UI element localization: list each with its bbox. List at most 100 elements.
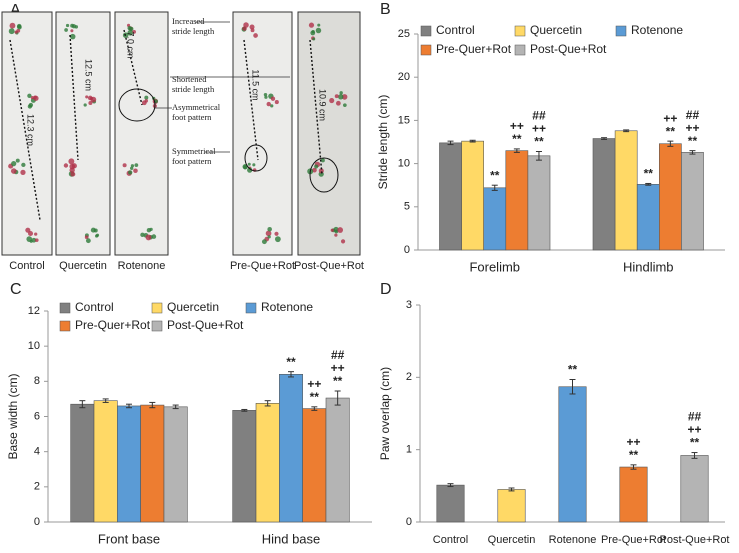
photo-label: Post-Que+Rot (294, 260, 364, 272)
x-tick-label: Control (433, 534, 468, 546)
y-axis-title: Paw overlap (cm) (378, 367, 392, 460)
footprint (85, 95, 89, 99)
highlight (309, 157, 339, 193)
x-tick-label: Pre-Que+Rot (601, 534, 666, 546)
y-tick-label: 1 (406, 444, 412, 456)
footprint (134, 163, 139, 168)
bar (505, 150, 529, 251)
footprint (335, 100, 341, 106)
legend-swatch (420, 44, 432, 56)
y-tick-label: 0 (404, 244, 410, 256)
photo (297, 11, 361, 256)
footprint (27, 93, 32, 98)
x-tick-label: Rotenone (549, 534, 597, 546)
measurement: 12.3 cm (26, 114, 36, 146)
error-bar (288, 371, 294, 378)
annotation: ## (532, 109, 546, 123)
legend-swatch (59, 302, 71, 314)
error-bar (241, 408, 248, 412)
error-bar (508, 487, 515, 492)
bar (439, 142, 462, 251)
footprint (263, 92, 268, 97)
callout: Increased (172, 16, 205, 26)
legend-label: Post-Que+Rot (530, 42, 607, 56)
annotation: ** (310, 390, 320, 404)
bar (681, 152, 704, 251)
footprint (8, 28, 15, 35)
y-tick-label: 3 (406, 299, 412, 311)
y-tick-label: 0 (406, 516, 412, 528)
y-tick-label: 10 (28, 340, 40, 352)
bar (483, 187, 507, 251)
legend-swatch (514, 25, 526, 37)
footprint (329, 98, 335, 104)
footprint (128, 170, 133, 175)
footprint (320, 158, 325, 163)
footprint (144, 95, 149, 100)
panel-label: A (10, 2, 21, 19)
bar (461, 140, 484, 251)
y-tick-label: 2 (406, 371, 412, 383)
footprint (338, 94, 344, 100)
footprint (249, 24, 255, 30)
bar (325, 397, 350, 523)
footprint (70, 29, 74, 33)
annotation: ** (666, 124, 676, 138)
callout: Symmetrical (172, 146, 216, 156)
x-tick-label: Hind base (262, 531, 321, 546)
footprint (11, 161, 17, 167)
photo-label: Quercetin (59, 260, 107, 272)
footprint (330, 228, 334, 232)
annotation: ++ (331, 361, 345, 375)
error-bar (691, 452, 698, 459)
photo-label: Rotenone (118, 260, 166, 272)
legend-swatch (245, 302, 257, 314)
error-bar (491, 184, 498, 191)
photo-label: Control (9, 260, 44, 272)
annotation: ** (688, 134, 698, 148)
footprint (253, 33, 258, 38)
y-tick-label: 8 (34, 375, 40, 387)
footprint (90, 96, 97, 103)
photo (1, 11, 53, 256)
footprint (267, 235, 271, 239)
footprint (21, 162, 26, 168)
annotation: ++ (510, 119, 524, 133)
y-tick-label: 10 (398, 158, 410, 170)
measurement: 12.5 cm (84, 59, 94, 91)
footprint (68, 158, 75, 165)
y-tick-label: 2 (34, 481, 40, 493)
footprint (65, 23, 70, 28)
footprint (247, 167, 253, 173)
footprint (127, 29, 134, 36)
annotation: ** (690, 436, 700, 450)
legend-label: Pre-Quer+Rot (75, 318, 151, 332)
photo (232, 11, 293, 256)
bar (302, 408, 327, 523)
footprint (34, 232, 38, 236)
measurement: 7.0 cm (126, 31, 136, 58)
footprint (145, 234, 152, 241)
bar (527, 155, 551, 251)
footprint (25, 227, 31, 233)
footprint (15, 158, 20, 163)
footprint (317, 23, 321, 27)
error-bar (334, 390, 341, 406)
annotation: ++ (626, 435, 640, 449)
footprint (242, 26, 247, 31)
legend-label: Control (436, 23, 475, 37)
error-bar (513, 148, 520, 153)
footprint (270, 96, 276, 101)
footprint (69, 163, 76, 170)
callout: Asymmetrical (172, 102, 221, 112)
footprint (9, 22, 16, 29)
footprint (20, 169, 26, 175)
footprint (274, 100, 279, 105)
footprint (83, 103, 87, 107)
error-bar (667, 140, 674, 147)
error-bar (149, 401, 156, 409)
legend-swatch (59, 320, 71, 332)
annotation: ## (688, 410, 702, 424)
photo-label: Pre-Que+Rot (230, 260, 295, 272)
bar (163, 406, 188, 523)
